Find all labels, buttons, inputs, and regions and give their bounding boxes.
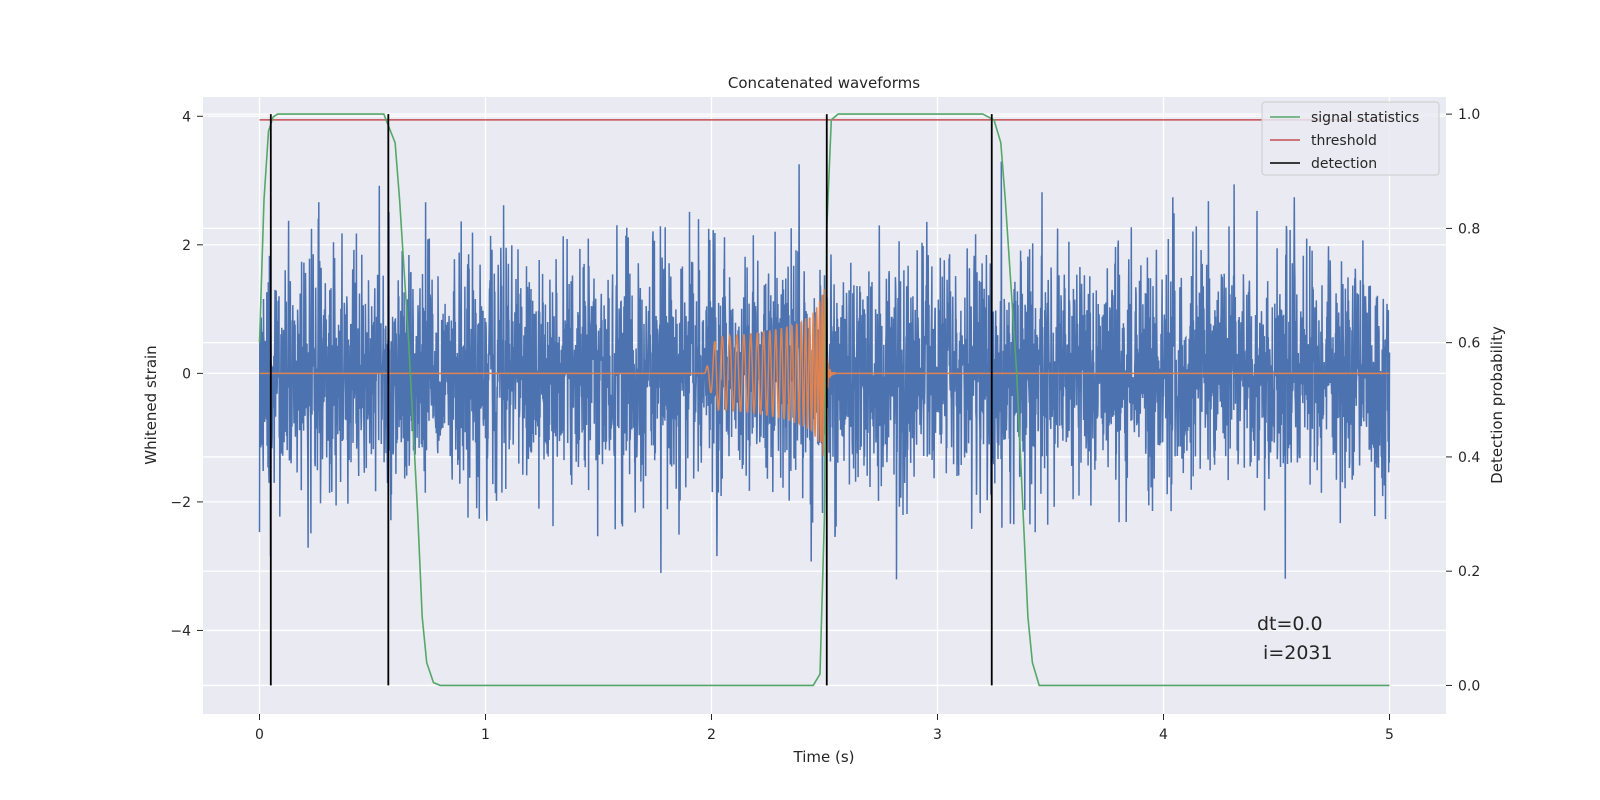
x-tick-label: 3 (933, 727, 942, 743)
y-axis-left-title: Whitened strain (142, 345, 160, 464)
y-right-tick-label: 0.6 (1458, 336, 1480, 352)
legend-label: threshold (1311, 133, 1377, 149)
y-right-tick-label: 1.0 (1458, 107, 1480, 123)
injected-waveform-line (259, 288, 1390, 456)
x-axis: 0 1 2 3 4 5 (255, 714, 1394, 743)
y-left-tick-label: −2 (170, 495, 191, 511)
y-right-tick-label: 0.2 (1458, 564, 1480, 580)
strain-noise-line (258, 161, 1391, 580)
y-right-tick-label: 0.8 (1458, 221, 1480, 237)
x-tick-label: 4 (1159, 727, 1168, 743)
y-axis-left: −4 −2 0 2 4 (170, 109, 203, 639)
plot-content (258, 113, 1391, 687)
x-tick-label: 0 (255, 727, 264, 743)
legend-label: signal statistics (1311, 110, 1419, 126)
y-left-tick-label: 2 (182, 238, 191, 254)
x-tick-label: 2 (707, 727, 716, 743)
signal-statistics-line (258, 113, 1390, 687)
annotation-dt: dt=0.0 (1257, 613, 1323, 635)
y-left-tick-label: 4 (182, 109, 191, 125)
y-left-tick-label: 0 (182, 366, 191, 382)
y-axis-right: 0.0 0.2 0.4 0.6 0.8 1.0 (1446, 107, 1480, 694)
annotation-i: i=2031 (1257, 642, 1333, 664)
x-axis-title: Time (s) (793, 748, 855, 766)
y-right-tick-label: 0.4 (1458, 450, 1480, 466)
y-right-tick-label: 0.0 (1458, 678, 1480, 694)
y-left-tick-label: −4 (170, 623, 191, 639)
chart-title: Concatenated waveforms (728, 74, 920, 92)
legend: signal statistics threshold detection (1261, 101, 1440, 176)
y-axis-right-title: Detection probability (1488, 326, 1506, 484)
legend-label: detection (1311, 156, 1377, 172)
x-tick-label: 5 (1385, 727, 1394, 743)
legend-box (1261, 101, 1440, 176)
x-tick-label: 1 (481, 727, 490, 743)
